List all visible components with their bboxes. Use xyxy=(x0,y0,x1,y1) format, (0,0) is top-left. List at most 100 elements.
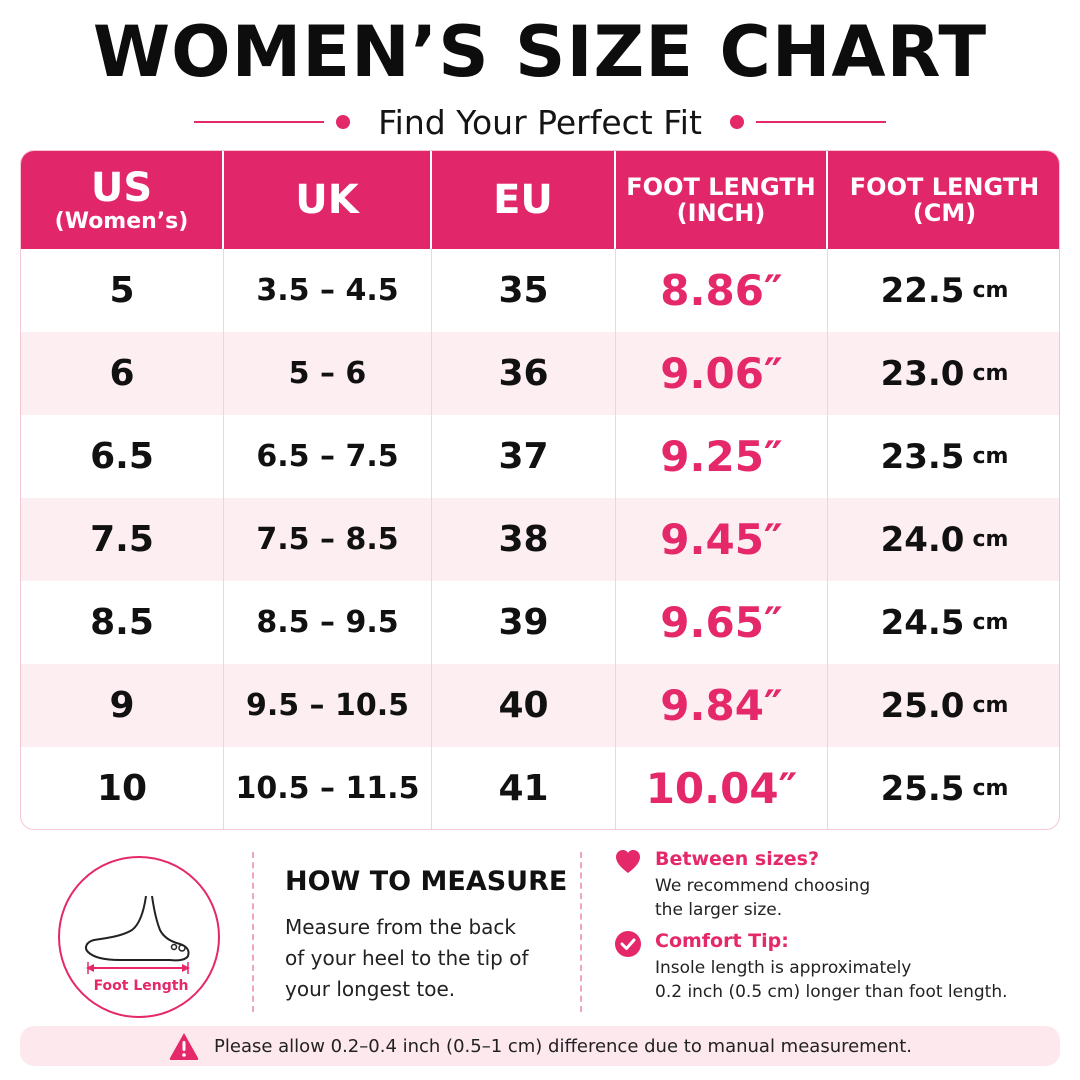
cell-cm-value: 23.0 xyxy=(880,353,965,394)
cell-cm: 24.0 cm xyxy=(828,498,1059,581)
table-row: 7.5 7.5 – 8.5 38 9.45″ 24.0 cm xyxy=(21,498,1059,581)
table-row: 6 5 – 6 36 9.06″ 23.0 cm xyxy=(21,332,1059,415)
cell-eu: 35 xyxy=(432,249,616,332)
cell-inch: 9.84″ xyxy=(616,664,828,747)
comfort-tip-text: Insole length is approximately 0.2 inch … xyxy=(655,956,1008,1004)
subtitle-dot-right xyxy=(729,115,744,129)
cell-us: 9 xyxy=(21,664,224,747)
cell-us: 7.5 xyxy=(21,498,224,581)
table-row: 8.5 8.5 – 9.5 39 9.65″ 24.5 cm xyxy=(21,581,1059,664)
info-section: Foot Length HOW TO MEASURE Measure from … xyxy=(20,840,1060,1020)
header-us-main: US xyxy=(90,164,153,211)
cell-cm-value: 24.0 xyxy=(880,519,965,560)
cell-us: 8.5 xyxy=(21,581,224,664)
cell-eu: 38 xyxy=(432,498,616,581)
cell-cm-unit: cm xyxy=(972,444,1009,469)
cell-us: 6 xyxy=(21,332,224,415)
header-us: US (Women’s) xyxy=(21,151,224,249)
header-uk-label: UK xyxy=(295,177,359,223)
foot-icon xyxy=(85,895,190,974)
cell-eu: 39 xyxy=(432,581,616,664)
cell-inch: 10.04″ xyxy=(616,747,828,829)
header-inch-line1: FOOT LENGTH xyxy=(626,172,816,201)
cell-uk: 10.5 – 11.5 xyxy=(224,747,432,829)
between-sizes-line: We recommend choosing xyxy=(655,876,871,896)
cell-cm-unit: cm xyxy=(972,693,1009,718)
cell-inch: 8.86″ xyxy=(616,249,828,332)
table-row: 6.5 6.5 – 7.5 37 9.25″ 23.5 cm xyxy=(21,415,1059,498)
how-to-measure-line: Measure from the back xyxy=(285,915,516,939)
subtitle: Find Your Perfect Fit xyxy=(378,102,702,142)
cell-eu: 40 xyxy=(432,664,616,747)
header-uk: UK xyxy=(224,151,432,249)
cell-uk: 8.5 – 9.5 xyxy=(224,581,432,664)
cell-us: 10 xyxy=(21,747,224,829)
heart-icon xyxy=(616,850,640,873)
between-sizes-text: We recommend choosing the larger size. xyxy=(655,874,870,922)
subtitle-dot-left xyxy=(336,115,351,129)
cell-cm-unit: cm xyxy=(972,361,1009,386)
size-table: US (Women’s) UK EU FOOT LENGTH (INCH) FO… xyxy=(20,150,1060,830)
divider xyxy=(580,852,582,1012)
header-eu: EU xyxy=(432,151,616,249)
header-eu-label: EU xyxy=(493,177,553,223)
cell-cm: 23.0 cm xyxy=(828,332,1059,415)
header-us-sub: (Women’s) xyxy=(54,208,189,234)
how-to-measure-title: HOW TO MEASURE xyxy=(285,866,568,897)
cell-uk: 5 – 6 xyxy=(224,332,432,415)
divider xyxy=(252,852,254,1012)
header-cm-line1: FOOT LENGTH xyxy=(849,172,1040,201)
cell-cm: 22.5 cm xyxy=(828,249,1059,332)
cell-inch: 9.25″ xyxy=(616,415,828,498)
cell-cm-unit: cm xyxy=(972,776,1009,801)
cell-cm: 25.0 cm xyxy=(828,664,1059,747)
cell-cm-value: 22.5 xyxy=(880,270,965,311)
comfort-tip-line: 0.2 inch (0.5 cm) longer than foot lengt… xyxy=(655,982,1008,1002)
cell-cm: 24.5 cm xyxy=(828,581,1059,664)
cell-cm-unit: cm xyxy=(972,527,1009,552)
cell-eu: 36 xyxy=(432,332,616,415)
cell-us: 5 xyxy=(21,249,224,332)
notice-text: Please allow 0.2–0.4 inch (0.5–1 cm) dif… xyxy=(214,1035,912,1057)
table-header: US (Women’s) UK EU FOOT LENGTH (INCH) FO… xyxy=(21,151,1059,249)
header-inch-line2: (INCH) xyxy=(676,199,766,227)
header-cm: FOOT LENGTH (CM) xyxy=(828,151,1059,249)
cell-cm-value: 25.0 xyxy=(880,685,965,726)
cell-cm-unit: cm xyxy=(972,278,1009,303)
foot-length-label: Foot Length xyxy=(93,978,189,994)
page-title: WOMEN’S SIZE CHART xyxy=(92,11,988,93)
table-row: 10 10.5 – 11.5 41 10.04″ 25.5 cm xyxy=(21,747,1059,829)
cell-eu: 41 xyxy=(432,747,616,829)
cell-inch: 9.65″ xyxy=(616,581,828,664)
subtitle-row: Find Your Perfect Fit xyxy=(0,100,1080,144)
comfort-tip-title: Comfort Tip: xyxy=(655,930,789,952)
cell-us: 6.5 xyxy=(21,415,224,498)
cell-cm: 25.5 cm xyxy=(828,747,1059,829)
cell-cm: 23.5 cm xyxy=(828,415,1059,498)
cell-cm-value: 24.5 xyxy=(880,602,965,643)
cell-uk: 3.5 – 4.5 xyxy=(224,249,432,332)
subtitle-line-left xyxy=(194,121,325,123)
table-row: 5 3.5 – 4.5 35 8.86″ 22.5 cm xyxy=(21,249,1059,332)
cell-uk: 7.5 – 8.5 xyxy=(224,498,432,581)
cell-inch: 9.06″ xyxy=(616,332,828,415)
subtitle-line-right xyxy=(755,121,886,123)
cell-eu: 37 xyxy=(432,415,616,498)
check-circle-icon xyxy=(615,931,641,957)
how-to-measure-text: Measure from the back of your heel to th… xyxy=(285,912,555,1005)
cell-uk: 6.5 – 7.5 xyxy=(224,415,432,498)
cell-cm-value: 23.5 xyxy=(880,436,965,477)
how-to-measure-line: of your heel to the tip of xyxy=(285,946,529,970)
between-sizes-title: Between sizes? xyxy=(655,848,820,870)
foot-length-badge: Foot Length xyxy=(58,856,220,1018)
comfort-tip-line: Insole length is approximately xyxy=(655,958,912,978)
header-cm-line2: (CM) xyxy=(912,199,977,227)
table-row: 9 9.5 – 10.5 40 9.84″ 25.0 cm xyxy=(21,664,1059,747)
measurement-notice: Please allow 0.2–0.4 inch (0.5–1 cm) dif… xyxy=(20,1026,1060,1066)
cell-inch: 9.45″ xyxy=(616,498,828,581)
header-inch: FOOT LENGTH (INCH) xyxy=(616,151,828,249)
cell-cm-unit: cm xyxy=(972,610,1009,635)
between-sizes-line: the larger size. xyxy=(655,900,783,920)
warning-icon xyxy=(169,1033,199,1060)
cell-uk: 9.5 – 10.5 xyxy=(224,664,432,747)
